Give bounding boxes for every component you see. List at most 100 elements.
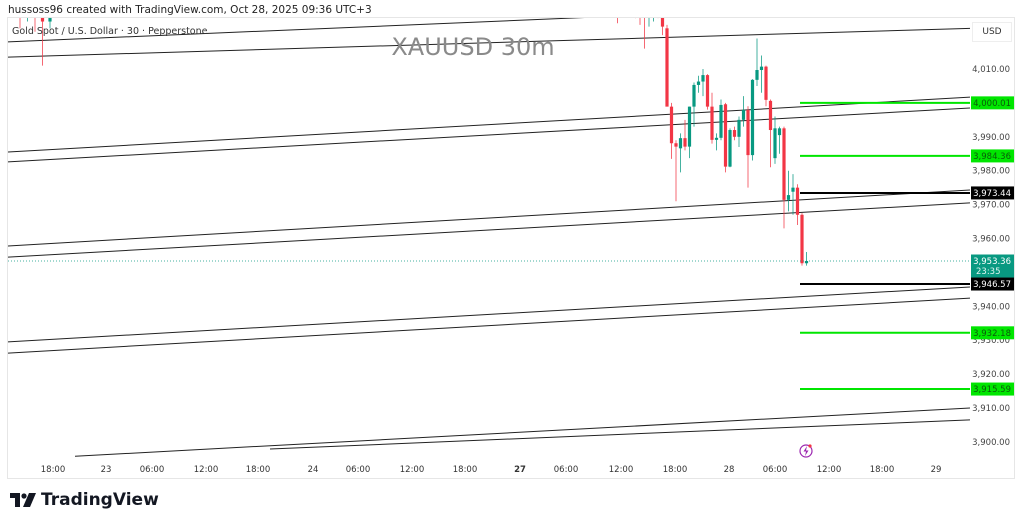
trend-line bbox=[74, 407, 970, 457]
candle-body bbox=[48, 18, 52, 22]
level-price-label: 3,946.57 bbox=[973, 280, 1011, 290]
currency-button[interactable]: USD bbox=[972, 22, 1012, 42]
time-tick-label: 24 bbox=[308, 465, 319, 475]
candle-body bbox=[696, 81, 701, 85]
candle-body bbox=[732, 130, 737, 137]
level-price-badge bbox=[971, 186, 1014, 200]
candle-body bbox=[759, 66, 764, 71]
candle-body bbox=[701, 75, 705, 82]
time-tick-label: 18:00 bbox=[41, 465, 66, 475]
time-tick-label: 27 bbox=[514, 465, 526, 475]
time-tick-label: 18:00 bbox=[453, 465, 478, 475]
candle-body bbox=[777, 128, 782, 136]
price-tick-label: 3,930.00 bbox=[972, 336, 1010, 346]
level-price-label: 4,000.01 bbox=[973, 99, 1011, 109]
level-price-badge bbox=[971, 96, 1014, 110]
candle-body bbox=[737, 119, 741, 137]
time-axis[interactable]: 18:00 23 06:00 12:00 18:00 24 06:00 12:00 18:00 2… bbox=[41, 465, 942, 475]
level-price-label: 3,915.59 bbox=[973, 385, 1011, 395]
candle-body bbox=[804, 261, 809, 264]
candle-body bbox=[660, 18, 665, 27]
candle-body bbox=[638, 5, 641, 10]
time-tick-label: 06:00 bbox=[140, 465, 165, 475]
candle-body bbox=[687, 106, 692, 147]
trend-line bbox=[8, 27, 970, 58]
time-tick-label: 18:00 bbox=[663, 465, 688, 475]
level-price-badge bbox=[971, 277, 1014, 291]
tradingview-logo[interactable]: TradingView bbox=[10, 490, 159, 510]
candle-body bbox=[791, 187, 795, 192]
time-tick-label: 12:00 bbox=[400, 465, 425, 475]
time-tick-label: 06:00 bbox=[554, 465, 579, 475]
price-tick-label: 3,920.00 bbox=[972, 370, 1010, 380]
candle-body bbox=[750, 79, 755, 156]
candle-body bbox=[678, 138, 683, 149]
candle-body bbox=[656, 1, 659, 4]
price-tick-label: 3,940.00 bbox=[972, 302, 1010, 312]
time-tick-label: 06:00 bbox=[763, 465, 788, 475]
trend-line bbox=[269, 419, 970, 450]
price-tick-label: 3,970.00 bbox=[972, 201, 1010, 211]
lightning-icon[interactable] bbox=[799, 444, 813, 458]
time-tick-label: 12:00 bbox=[194, 465, 219, 475]
tradingview-logo-icon bbox=[10, 493, 36, 507]
trend-line bbox=[8, 96, 970, 153]
candle-body bbox=[40, 18, 45, 22]
time-tick-label: 06:00 bbox=[346, 465, 371, 475]
candle-body bbox=[33, 0, 36, 11]
time-tick-label: 29 bbox=[931, 465, 942, 475]
candle-body bbox=[18, 1, 21, 15]
horizontal-levels bbox=[8, 101, 970, 391]
level-price-badge bbox=[971, 326, 1014, 340]
current-price-label: 3,953.36 bbox=[973, 257, 1011, 267]
candle-body bbox=[683, 138, 687, 147]
trend-line bbox=[8, 189, 970, 247]
candle-body bbox=[705, 75, 710, 107]
time-tick-label: 23 bbox=[101, 465, 112, 475]
time-tick-label: 12:00 bbox=[817, 465, 842, 475]
candle-body bbox=[800, 214, 804, 264]
candle-body bbox=[782, 128, 786, 200]
candle-body bbox=[795, 187, 800, 215]
price-tick-label: 3,980.00 bbox=[972, 167, 1010, 177]
candle-body bbox=[728, 130, 732, 167]
trend-lines bbox=[8, 18, 970, 457]
bar-countdown-label: 23:35 bbox=[976, 267, 1001, 277]
symbol-watermark: XAUUSD 30m bbox=[391, 33, 555, 61]
candle-body bbox=[719, 104, 723, 138]
price-tick-label: 4,010.00 bbox=[972, 65, 1010, 75]
chart-frame bbox=[7, 17, 1015, 479]
candle-body bbox=[755, 70, 759, 80]
price-tick-label: 3,910.00 bbox=[972, 404, 1010, 414]
candle-body bbox=[741, 110, 746, 120]
chart-credit: hussoss96 created with TradingView.com, … bbox=[8, 4, 372, 16]
current-price-badge bbox=[971, 254, 1014, 278]
time-tick-label: 18:00 bbox=[246, 465, 271, 475]
candle-body bbox=[764, 66, 768, 100]
logo-text: TradingView bbox=[41, 490, 159, 510]
candle-body bbox=[647, 8, 650, 11]
symbol-legend[interactable]: Gold Spot / U.S. Dollar · 30 · Peppersto… bbox=[12, 26, 208, 37]
trend-line bbox=[8, 297, 970, 354]
price-tick-label: 3,900.00 bbox=[972, 438, 1010, 448]
candles bbox=[18, 0, 809, 266]
price-tick-label: 3,960.00 bbox=[972, 235, 1010, 245]
trend-line bbox=[8, 202, 970, 258]
price-axis[interactable]: 4,010.00 3,990.00 3,980.00 3,970.00 3,960.00… bbox=[971, 65, 1014, 448]
candle-body bbox=[652, 5, 655, 8]
trend-line bbox=[8, 286, 970, 343]
candle-body bbox=[714, 137, 719, 140]
level-price-label: 3,932.18 bbox=[973, 329, 1011, 339]
trend-line bbox=[8, 107, 970, 163]
candle-body bbox=[26, 1, 29, 8]
candle-body bbox=[692, 84, 696, 107]
candle-body bbox=[786, 195, 791, 200]
level-price-label: 3,973.44 bbox=[973, 189, 1011, 199]
candle-body bbox=[674, 143, 678, 147]
price-tick-label: 3,990.00 bbox=[972, 133, 1010, 143]
candle-body bbox=[768, 100, 773, 131]
level-price-badge bbox=[971, 382, 1014, 396]
candle-body bbox=[746, 110, 750, 156]
time-tick-label: 12:00 bbox=[609, 465, 634, 475]
